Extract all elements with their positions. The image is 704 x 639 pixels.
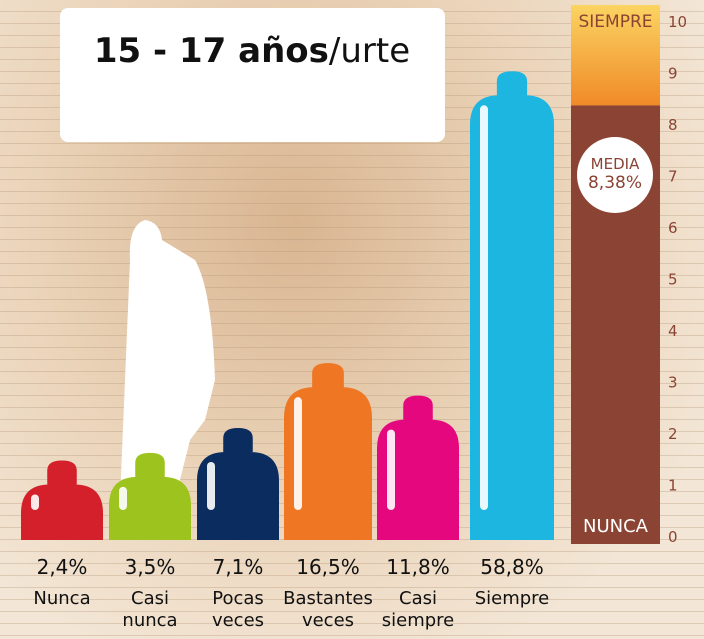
- mean-value: 8,38%: [588, 173, 642, 193]
- y-tick-label: 6: [668, 219, 678, 237]
- value-label: 7,1%: [213, 555, 264, 579]
- y-tick-label: 0: [668, 528, 678, 546]
- bar: [377, 395, 459, 540]
- bar-highlight: [207, 462, 215, 510]
- category-label: Nunca: [33, 588, 91, 609]
- bar: [284, 363, 372, 540]
- bar-highlight: [480, 105, 488, 510]
- gauge-top: [571, 5, 660, 106]
- title-suffix: /urte: [329, 31, 410, 71]
- bar-highlight: [119, 486, 127, 510]
- bar: [109, 452, 191, 540]
- y-tick-label: 4: [668, 322, 678, 340]
- y-tick-label: 7: [668, 168, 678, 186]
- title-main: 15 - 17 años: [94, 31, 329, 71]
- bar: [470, 71, 554, 540]
- value-label: 11,8%: [386, 555, 450, 579]
- value-label: 16,5%: [296, 555, 360, 579]
- value-label: 2,4%: [37, 555, 88, 579]
- y-tick-label: 1: [668, 477, 678, 495]
- y-tick-label: 8: [668, 116, 678, 134]
- y-tick-label: 3: [668, 374, 678, 392]
- mean-title: MEDIA: [591, 155, 640, 173]
- y-tick-label: 5: [668, 271, 678, 289]
- category-label: Casi nunca: [122, 588, 178, 631]
- y-tick-label: 10: [668, 13, 687, 31]
- bar-highlight: [387, 429, 395, 510]
- category-label: Bastantes veces: [283, 588, 373, 631]
- y-tick-label: 9: [668, 65, 678, 83]
- y-tick-label: 2: [668, 425, 678, 443]
- bar-highlight: [31, 494, 39, 510]
- chart-title: 15 - 17 años/urte: [94, 31, 410, 71]
- category-label: Casi siempre: [381, 588, 455, 631]
- value-label: 3,5%: [125, 555, 176, 579]
- category-label: Pocas veces: [211, 588, 265, 631]
- bar: [21, 460, 103, 540]
- mean-badge: [577, 137, 653, 213]
- bottom-label: NUNCA: [583, 516, 649, 537]
- category-label: Siempre: [474, 588, 550, 609]
- value-label: 58,8%: [480, 555, 544, 579]
- top-label: SIEMPRE: [578, 12, 652, 32]
- title-box: [60, 8, 445, 142]
- silhouette: [120, 220, 215, 500]
- bar-highlight: [294, 397, 302, 510]
- bar: [197, 428, 279, 540]
